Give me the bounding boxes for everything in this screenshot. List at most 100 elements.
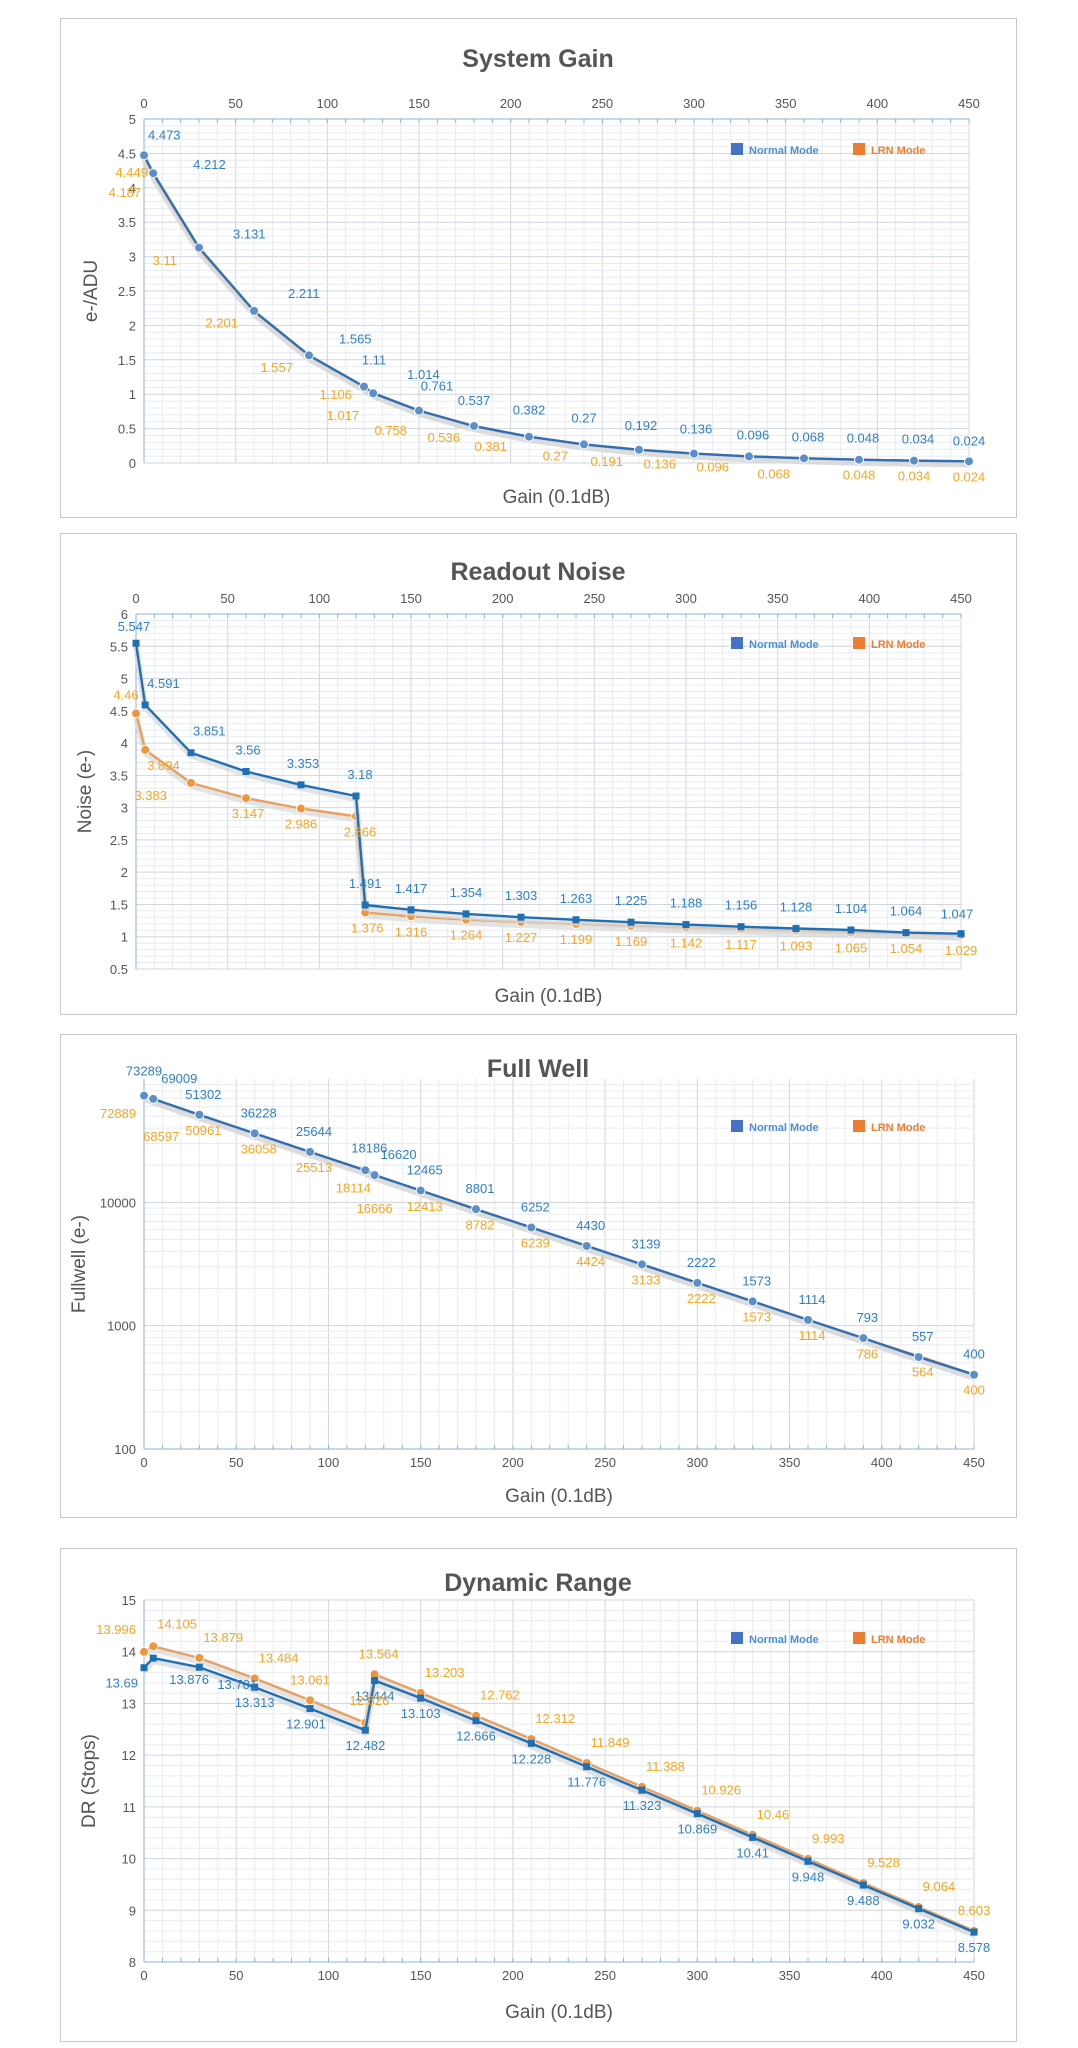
y-tick-label: 3 — [121, 801, 128, 816]
data-label: 9.488 — [847, 1893, 880, 1908]
data-label: 11.849 — [591, 1735, 630, 1750]
data-point — [306, 1705, 314, 1713]
x-tick-label: 100 — [318, 1455, 340, 1470]
legend-label-lrn: LRN Mode — [871, 145, 925, 157]
data-label: 3.18 — [347, 767, 372, 782]
data-point — [249, 1128, 260, 1139]
data-label: 13.996 — [96, 1622, 136, 1637]
y-tick-label: 10000 — [100, 1195, 136, 1210]
data-label: 4424 — [576, 1254, 605, 1269]
data-point — [241, 793, 251, 804]
data-label: 25513 — [296, 1160, 332, 1175]
data-label: 2.866 — [344, 824, 377, 839]
data-label: 72889 — [100, 1106, 136, 1121]
x-axis-title: Gain (0.1dB) — [505, 2002, 613, 2023]
y-tick-label: 2 — [121, 865, 128, 880]
data-label: 1.093 — [780, 939, 813, 954]
data-label: 10.41 — [736, 1845, 769, 1860]
data-label: 1.264 — [450, 928, 483, 943]
data-label: 12465 — [407, 1163, 443, 1178]
x-axis-title: Gain (0.1dB) — [505, 1486, 613, 1507]
data-label: 3.131 — [233, 227, 266, 242]
x-tick-label: 200 — [500, 96, 522, 111]
y-tick-label: 13 — [122, 1696, 136, 1711]
data-label: 1.047 — [941, 907, 974, 922]
y-tick-label: 3 — [129, 250, 136, 265]
data-point — [803, 1314, 813, 1325]
x-tick-label: 300 — [686, 1455, 708, 1470]
data-label: 1.169 — [615, 934, 648, 949]
data-label: 9.064 — [923, 1879, 956, 1894]
data-label: 10.926 — [701, 1783, 741, 1798]
x-tick-label: 300 — [675, 591, 697, 606]
data-label: 0.034 — [902, 432, 935, 447]
x-tick-label: 100 — [318, 1968, 340, 1983]
data-point — [637, 1259, 647, 1270]
x-tick-label: 400 — [871, 1455, 893, 1470]
data-point — [304, 350, 314, 361]
legend-label-normal: Normal Mode — [749, 1122, 819, 1134]
x-tick-label: 350 — [767, 591, 789, 606]
y-tick-label: 3.5 — [118, 215, 136, 230]
series-line-shadow — [141, 156, 970, 468]
data-label: 14.105 — [157, 1616, 197, 1631]
legend-label-lrn: LRN Mode — [871, 1122, 925, 1134]
data-label: 4.187 — [109, 185, 142, 200]
data-label: 12.228 — [511, 1751, 551, 1766]
y-tick-label: 8 — [129, 1955, 136, 1970]
series-0 — [140, 1654, 978, 1938]
data-point — [249, 305, 259, 316]
data-point — [579, 439, 589, 450]
x-tick-label: 250 — [594, 1455, 616, 1470]
data-label: 8801 — [466, 1181, 495, 1196]
data-label: 1.376 — [351, 920, 384, 935]
data-label: 1.417 — [395, 881, 428, 896]
series-line — [143, 1656, 975, 1934]
data-label: 0.068 — [792, 429, 825, 444]
legend-swatch-lrn — [853, 637, 865, 649]
data-label: 400 — [963, 1383, 985, 1398]
data-label: 1.142 — [670, 936, 703, 951]
data-point — [251, 1683, 259, 1691]
x-tick-label: 0 — [132, 591, 139, 606]
data-label: 1.014 — [407, 367, 440, 382]
data-label: 3133 — [632, 1272, 661, 1287]
data-label: 13.484 — [259, 1650, 299, 1665]
data-label: 12.626 — [349, 1693, 389, 1708]
y-tick-label: 10 — [122, 1852, 136, 1867]
data-label: 4.473 — [148, 127, 181, 142]
data-label: 2.211 — [288, 286, 320, 301]
data-label: 1.017 — [327, 408, 360, 423]
y-tick-label: 1 — [121, 930, 128, 945]
data-point — [526, 1222, 537, 1233]
x-tick-label: 150 — [400, 591, 422, 606]
data-label: 0.191 — [590, 454, 623, 469]
data-point — [369, 1170, 380, 1181]
y-tick-label: 1000 — [107, 1319, 136, 1334]
series-line-shadow — [141, 1658, 976, 1938]
data-point — [149, 1654, 157, 1662]
data-label: 1.199 — [560, 932, 593, 947]
y-tick-label: 3.5 — [110, 768, 128, 783]
data-point — [472, 1717, 480, 1725]
data-label: 3.353 — [287, 756, 320, 771]
data-label: 1.354 — [450, 885, 483, 900]
data-point — [859, 1881, 867, 1889]
data-point — [517, 913, 525, 921]
y-tick-label: 0.5 — [118, 422, 136, 437]
data-point — [139, 1646, 149, 1657]
x-tick-label: 450 — [963, 1455, 985, 1470]
data-label: 18114 — [336, 1181, 371, 1196]
x-tick-label: 150 — [410, 1455, 432, 1470]
y-tick-label: 1.5 — [110, 897, 128, 912]
data-point — [148, 1093, 159, 1104]
data-label: 3.56 — [235, 742, 260, 757]
data-label: 1.065 — [835, 941, 868, 956]
legend: Normal Mode LRN Mode — [731, 637, 925, 651]
data-label: 6239 — [521, 1236, 550, 1251]
data-label: 2.986 — [285, 817, 318, 832]
chart-title: Full Well — [487, 1055, 589, 1083]
data-labels-1: 72889 68597 50961 36058 25513 18114 16666 12413… — [100, 1106, 985, 1398]
data-label: 1114 — [799, 1292, 826, 1307]
